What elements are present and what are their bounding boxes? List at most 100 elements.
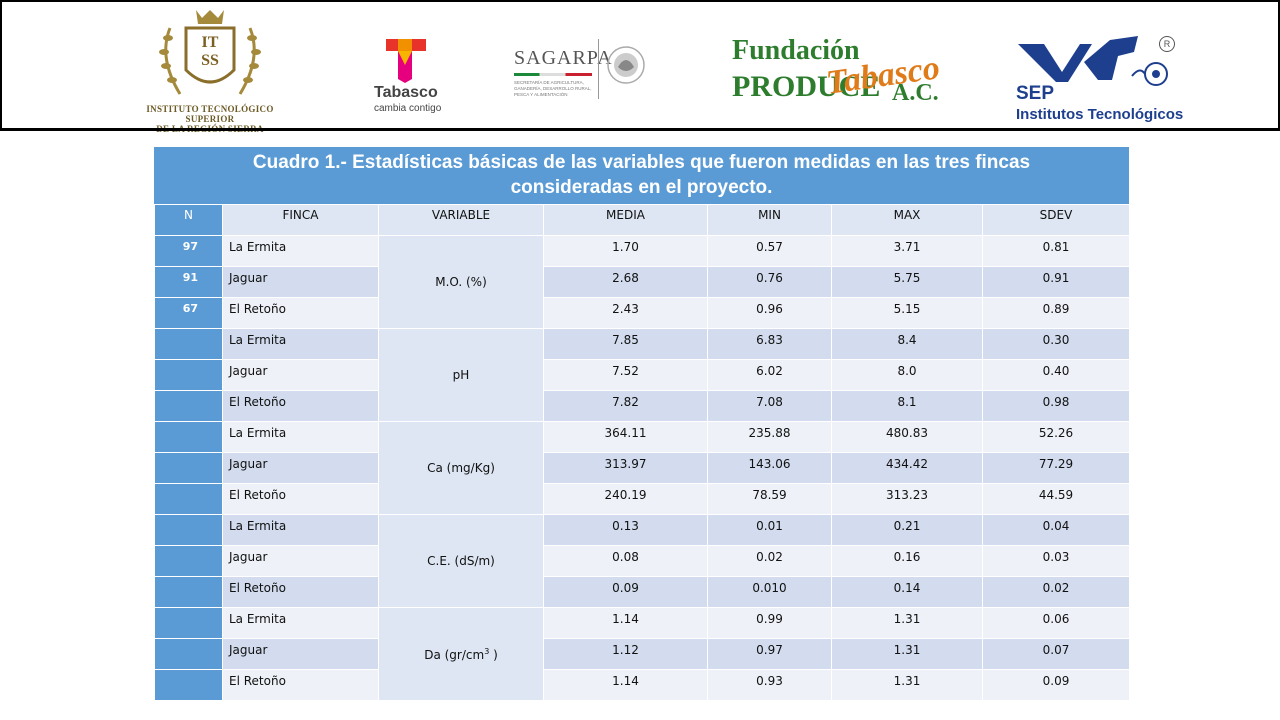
table-caption: Cuadro 1.- Estadísticas básicas de las v…: [154, 147, 1129, 204]
cell-media: 0.13: [543, 514, 708, 546]
cell-media: 7.52: [543, 359, 708, 391]
cell-max: 434.42: [831, 452, 983, 484]
cell-sdev: 52.26: [982, 421, 1130, 453]
cell-sdev: 0.09: [982, 669, 1130, 701]
cell-variable: Ca (mg/Kg): [378, 421, 544, 515]
logo-header: IT SS INSTITUTO TECNOLÓGICO SUPERIOR DE …: [0, 0, 1280, 134]
itss-name-line1: INSTITUTO TECNOLÓGICO SUPERIOR: [146, 104, 274, 124]
table-row: Jaguar 7.52 6.02 8.0 0.40: [154, 359, 1130, 391]
header-min: MIN: [707, 204, 832, 236]
cell-variable: M.O. (%): [378, 235, 544, 329]
cell-sdev: 77.29: [982, 452, 1130, 484]
tabasco-name: Tabasco: [374, 84, 438, 101]
cell-min: 0.96: [707, 297, 832, 329]
cell-media: 1.14: [543, 669, 708, 701]
cell-sdev: 0.40: [982, 359, 1130, 391]
cell-max: 1.31: [831, 607, 983, 639]
cell-n: [154, 638, 223, 670]
cell-finca: El Retoño: [222, 576, 379, 608]
table-row: 91 Jaguar 2.68 0.76 5.75 0.91: [154, 266, 1130, 298]
itss-initials-bottom: SS: [201, 52, 219, 69]
cell-n: [154, 452, 223, 484]
cell-media: 0.09: [543, 576, 708, 608]
sagarpa-flag-bar: [514, 73, 592, 76]
table-row: Jaguar 313.97 143.06 434.42 77.29: [154, 452, 1130, 484]
cell-max: 8.1: [831, 390, 983, 422]
header-divider: [2, 128, 1280, 131]
cell-finca: Jaguar: [222, 545, 379, 577]
cell-finca: Jaguar: [222, 359, 379, 391]
cell-sdev: 44.59: [982, 483, 1130, 515]
cell-max: 3.71: [831, 235, 983, 267]
top-border: [2, 0, 1278, 2]
cell-media: 7.82: [543, 390, 708, 422]
cell-finca: La Ermita: [222, 328, 379, 360]
variable-superscript: 3: [484, 646, 490, 656]
cell-finca: La Ermita: [222, 607, 379, 639]
cell-finca: El Retoño: [222, 297, 379, 329]
cell-media: 1.12: [543, 638, 708, 670]
cell-finca: La Ermita: [222, 514, 379, 546]
sagarpa-name: SAGARPA: [514, 47, 613, 69]
cell-sdev: 0.04: [982, 514, 1130, 546]
cell-finca: El Retoño: [222, 669, 379, 701]
cell-n: [154, 669, 223, 701]
table-row: La Ermita Ca (mg/Kg) 364.11 235.88 480.8…: [154, 421, 1130, 515]
mexico-seal-icon: [607, 46, 645, 84]
cell-n: [154, 328, 223, 360]
header-variable: VARIABLE: [378, 204, 544, 236]
itss-initials-top: IT: [201, 34, 219, 51]
table-row: El Retoño 7.82 7.08 8.1 0.98: [154, 390, 1130, 422]
table-row: El Retoño 240.19 78.59 313.23 44.59: [154, 483, 1130, 515]
cell-max: 1.31: [831, 638, 983, 670]
cell-n: [154, 421, 223, 453]
cell-sdev: 0.89: [982, 297, 1130, 329]
cell-finca: Jaguar: [222, 452, 379, 484]
sep-logo: R SEP Institutos Tecnológicos: [1014, 32, 1184, 127]
cell-finca: La Ermita: [222, 235, 379, 267]
sep-subtitle: Institutos Tecnológicos: [1016, 106, 1184, 123]
table-row: El Retoño 1.14 0.93 1.31 0.09: [154, 669, 1130, 701]
ac-word: A.C.: [892, 80, 939, 106]
cell-variable: pH: [378, 328, 544, 422]
sagarpa-description: SECRETARÍA DE AGRICULTURA, GANADERÍA, DE…: [514, 80, 592, 97]
produce-word: PRODUCE: [732, 70, 881, 103]
cell-max: 8.0: [831, 359, 983, 391]
cell-media: 2.68: [543, 266, 708, 298]
table-row: La Ermita C.E. (dS/m) 0.13 0.01 0.21 0.0…: [154, 514, 1130, 608]
cell-n: 91: [154, 266, 223, 298]
cell-sdev: 0.98: [982, 390, 1130, 422]
cell-min: 0.57: [707, 235, 832, 267]
cell-max: 8.4: [831, 328, 983, 360]
cell-n: [154, 359, 223, 391]
tabasco-t-icon: [386, 39, 426, 83]
variable-label: Da (gr/cm: [424, 647, 485, 662]
cell-variable: Da (gr/cm3 ): [378, 607, 544, 701]
cell-media: 364.11: [543, 421, 708, 453]
cell-min: 0.93: [707, 669, 832, 701]
table-header-row: N FINCA VARIABLE MEDIA MIN MAX SDEV: [154, 204, 1130, 236]
cell-sdev: 0.81: [982, 235, 1130, 267]
cell-min: 0.010: [707, 576, 832, 608]
cell-min: 78.59: [707, 483, 832, 515]
table-row: La Ermita pH 7.85 6.83 8.4 0.30: [154, 328, 1130, 422]
table-caption-line1: Cuadro 1.- Estadísticas básicas de las v…: [252, 152, 1031, 173]
cell-sdev: 0.07: [982, 638, 1130, 670]
cell-sdev: 0.06: [982, 607, 1130, 639]
cell-n: [154, 607, 223, 639]
cell-media: 0.08: [543, 545, 708, 577]
cell-finca: El Retoño: [222, 483, 379, 515]
table-row: 67 El Retoño 2.43 0.96 5.15 0.89: [154, 297, 1130, 329]
statistics-table-container: Cuadro 1.- Estadísticas básicas de las v…: [154, 147, 1130, 701]
table-row: El Retoño 0.09 0.010 0.14 0.02: [154, 576, 1130, 608]
cell-max: 0.14: [831, 576, 983, 608]
cell-media: 240.19: [543, 483, 708, 515]
tabasco-logo: Tabasco cambia contigo: [368, 35, 448, 120]
header-finca: FINCA: [222, 204, 379, 236]
table-row: Jaguar 1.12 0.97 1.31 0.07: [154, 638, 1130, 670]
statistics-table: N FINCA VARIABLE MEDIA MIN MAX SDEV 97 L…: [154, 204, 1130, 701]
cell-n: 67: [154, 297, 223, 329]
cell-media: 2.43: [543, 297, 708, 329]
cell-max: 0.16: [831, 545, 983, 577]
itss-logo: IT SS INSTITUTO TECNOLÓGICO SUPERIOR DE …: [130, 8, 290, 134]
